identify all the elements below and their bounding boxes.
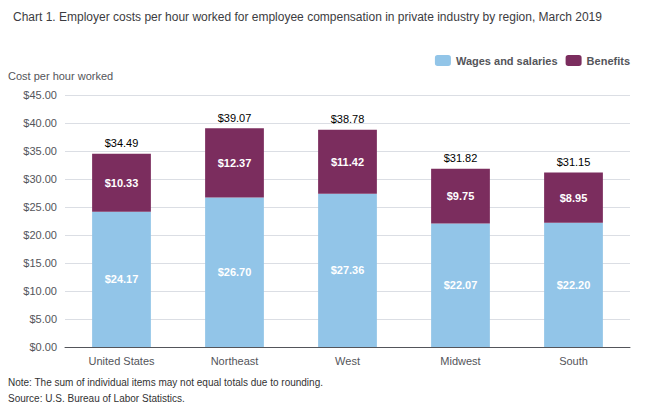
svg-text:$10.33: $10.33	[105, 177, 139, 189]
svg-text:$35.00: $35.00	[23, 145, 57, 157]
svg-text:$5.00: $5.00	[29, 313, 57, 325]
svg-text:$45.00: $45.00	[23, 89, 57, 101]
svg-text:$0.00: $0.00	[29, 341, 57, 353]
svg-text:$15.00: $15.00	[23, 257, 57, 269]
svg-text:$34.49: $34.49	[105, 137, 139, 149]
svg-text:$27.36: $27.36	[331, 264, 365, 276]
svg-text:Note: The sum of individual it: Note: The sum of individual items may no…	[8, 377, 323, 388]
svg-text:$20.00: $20.00	[23, 229, 57, 241]
svg-text:Chart 1. Employer costs per ho: Chart 1. Employer costs per hour worked …	[13, 10, 602, 24]
svg-text:Midwest: Midwest	[440, 355, 480, 367]
svg-text:$10.00: $10.00	[23, 285, 57, 297]
svg-text:$39.07: $39.07	[218, 112, 252, 124]
svg-text:Northeast: Northeast	[211, 355, 259, 367]
svg-text:Cost per hour worked: Cost per hour worked	[8, 70, 113, 82]
svg-text:$12.37: $12.37	[218, 157, 252, 169]
svg-text:$22.07: $22.07	[444, 279, 478, 291]
svg-text:$24.17: $24.17	[105, 273, 139, 285]
svg-text:$26.70: $26.70	[218, 266, 252, 278]
svg-text:West: West	[335, 355, 360, 367]
svg-text:Source: U.S. Bureau of Labor S: Source: U.S. Bureau of Labor Statistics.	[8, 393, 185, 404]
svg-text:$25.00: $25.00	[23, 201, 57, 213]
svg-text:$9.75: $9.75	[447, 190, 475, 202]
svg-text:$31.82: $31.82	[444, 152, 478, 164]
svg-text:United States: United States	[88, 355, 155, 367]
svg-text:$38.78: $38.78	[331, 113, 365, 125]
svg-text:$22.20: $22.20	[557, 279, 591, 291]
svg-text:$40.00: $40.00	[23, 117, 57, 129]
svg-text:South: South	[559, 355, 588, 367]
svg-text:$30.00: $30.00	[23, 173, 57, 185]
svg-text:$11.42: $11.42	[331, 156, 364, 168]
svg-text:Wages and salaries: Wages and salaries	[456, 55, 558, 67]
svg-text:$31.15: $31.15	[557, 156, 591, 168]
svg-text:Benefits: Benefits	[587, 55, 630, 67]
svg-text:$8.95: $8.95	[560, 192, 588, 204]
